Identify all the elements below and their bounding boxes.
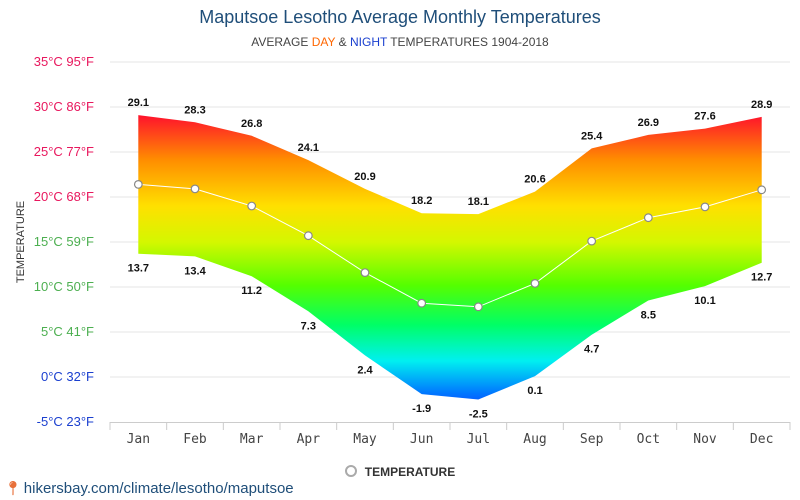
subtitle-day: DAY xyxy=(311,35,336,49)
source-url: hikersbay.com/climate/lesotho/maputsoe xyxy=(23,480,294,497)
day-value-label: 24.1 xyxy=(298,142,319,154)
night-value-label: 7.3 xyxy=(301,320,316,332)
subtitle-night: NIGHT xyxy=(349,35,388,49)
y-tick-label: 20°C 68°F xyxy=(34,189,94,204)
legend-circle-icon xyxy=(344,465,357,477)
legend-label: TEMPERATURE xyxy=(364,465,456,479)
y-tick-label: 35°C 95°F xyxy=(34,54,94,69)
day-value-label: 18.1 xyxy=(468,196,489,208)
day-value-label: 26.8 xyxy=(241,118,262,130)
day-value-label: 18.2 xyxy=(411,195,432,207)
legend[interactable]: TEMPERATURE xyxy=(0,465,800,479)
night-value-label: 13.4 xyxy=(184,265,206,277)
chart-title: Maputsoe Lesotho Average Monthly Tempera… xyxy=(199,7,601,27)
day-value-label: 29.1 xyxy=(128,97,149,109)
night-value-label: 0.1 xyxy=(527,385,542,397)
subtitle-suffix: TEMPERATURES 1904-2018 xyxy=(387,35,549,49)
temperature-point[interactable] xyxy=(133,179,143,189)
y-tick-label: -5°C 23°F xyxy=(37,414,94,429)
temperature-point[interactable] xyxy=(643,213,653,223)
x-tick-label: Mar xyxy=(240,432,264,447)
x-tick-label: Aug xyxy=(523,432,546,447)
day-value-label: 28.9 xyxy=(751,99,772,111)
x-tick-label: Jan xyxy=(127,432,150,447)
temperature-points xyxy=(133,179,767,312)
x-tick-label: Sep xyxy=(580,432,604,447)
night-value-label: -1.9 xyxy=(412,403,431,415)
day-value-label: 20.6 xyxy=(524,174,545,186)
y-tick-label: 25°C 77°F xyxy=(34,144,94,159)
temperature-chart: 35°C 95°F 30°C 86°F 25°C 77°F 20°C 68°F 15°C… xyxy=(15,54,791,447)
night-value-label: 10.1 xyxy=(694,295,715,307)
temperature-point[interactable] xyxy=(360,268,370,278)
x-tick-label: Jun xyxy=(410,432,433,447)
x-tick-label: Dec xyxy=(750,432,773,447)
y-axis-label: TEMPERATURE xyxy=(15,201,27,283)
y-tick-label: 30°C 86°F xyxy=(34,99,94,114)
y-tick-label: 15°C 59°F xyxy=(34,234,94,249)
x-tick-label: Jul xyxy=(467,432,490,447)
temperature-point[interactable] xyxy=(530,279,540,288)
night-value-label: 8.5 xyxy=(641,310,656,322)
day-value-label: 20.9 xyxy=(354,171,375,183)
night-value-label: 4.7 xyxy=(584,344,599,356)
temperature-point[interactable] xyxy=(473,302,483,312)
day-night-band xyxy=(138,115,762,400)
x-tick-label: Oct xyxy=(637,432,660,447)
x-axis: Jan Feb Mar Apr May Jun Jul Aug Sep Oct Nov Dec xyxy=(109,422,791,447)
x-tick-label: May xyxy=(353,432,377,447)
y-tick-label: 0°C 32°F xyxy=(41,369,94,384)
data-labels: 29.1 28.3 26.8 24.1 20.9 18.2 18.1 20.6 25.4 26.9… xyxy=(128,97,773,420)
night-value-label: 11.2 xyxy=(241,285,262,297)
night-value-label: 12.7 xyxy=(751,272,772,284)
y-axis-ticks: 35°C 95°F 30°C 86°F 25°C 77°F 20°C 68°F 15°C… xyxy=(34,54,94,429)
subtitle-amp: & xyxy=(335,35,350,49)
night-value-label: 13.7 xyxy=(128,263,149,275)
night-value-label: -2.5 xyxy=(469,409,488,421)
y-tick-label: 5°C 41°F xyxy=(41,324,94,339)
source-link[interactable]: 📍︎ hikersbay.com/climate/lesotho/maputsoe xyxy=(4,480,294,497)
day-value-label: 27.6 xyxy=(694,111,715,123)
temperature-point[interactable] xyxy=(417,298,427,308)
x-tick-label: Feb xyxy=(183,432,207,447)
temperature-point[interactable] xyxy=(587,236,597,246)
temperature-point[interactable] xyxy=(700,202,710,212)
y-tick-label: 10°C 50°F xyxy=(34,279,94,294)
x-tick-label: Nov xyxy=(693,432,717,447)
day-value-label: 25.4 xyxy=(581,130,603,142)
temperature-point[interactable] xyxy=(190,184,200,194)
subtitle-prefix: AVERAGE xyxy=(251,35,312,49)
x-tick-label: Apr xyxy=(297,432,321,447)
temperature-point[interactable] xyxy=(757,185,767,195)
night-value-label: 2.4 xyxy=(357,364,373,376)
chart-subtitle: AVERAGE DAY & NIGHT TEMPERATURES 1904-20… xyxy=(0,35,800,49)
temperature-line xyxy=(138,183,762,308)
day-value-label: 28.3 xyxy=(184,104,205,116)
temperature-point[interactable] xyxy=(303,231,313,241)
map-pin-icon: 📍︎ xyxy=(4,480,22,496)
day-value-label: 26.9 xyxy=(638,117,659,129)
temperature-point[interactable] xyxy=(247,201,257,211)
